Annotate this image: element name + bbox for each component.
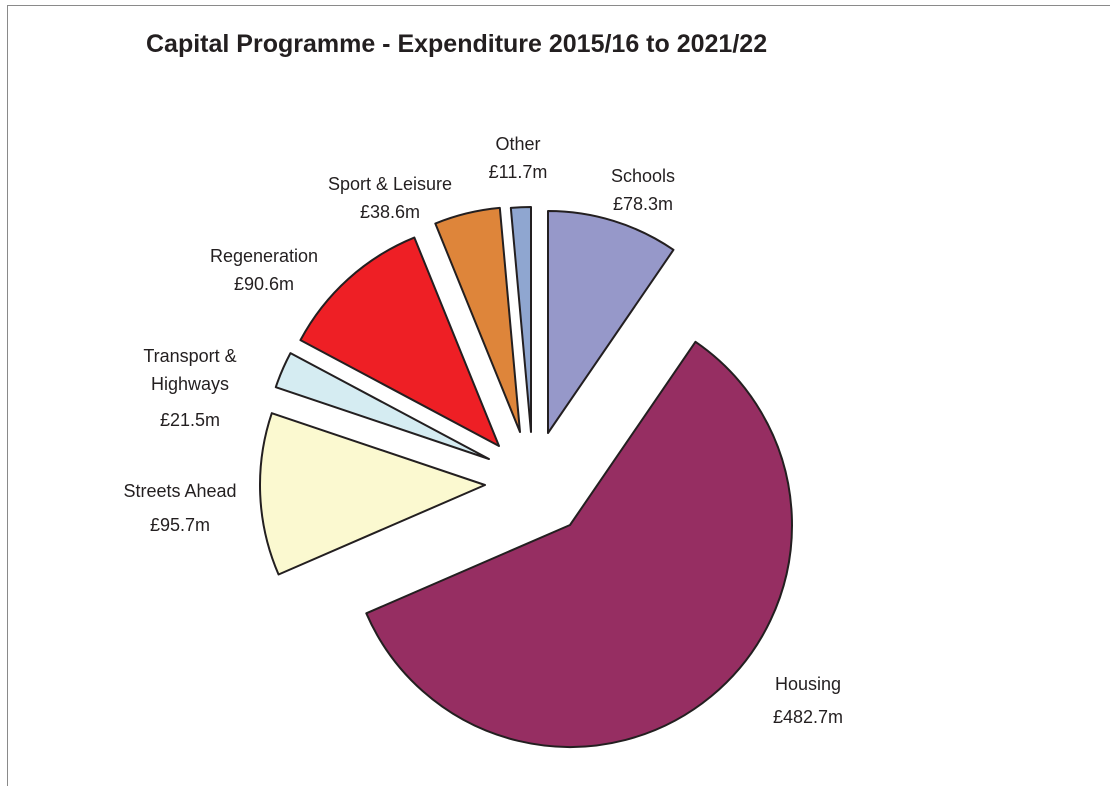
slice-name-label: Regeneration — [210, 246, 318, 266]
slice-label-regeneration: Regeneration £90.6m — [210, 246, 318, 294]
slice-value-label: £11.7m — [489, 162, 548, 182]
slice-value-label: £95.7m — [150, 515, 210, 535]
pie-labels: Housing £482.7m Streets Ahead £95.7m Transpo… — [123, 134, 843, 727]
slice-label-streets-ahead: Streets Ahead £95.7m — [123, 481, 236, 535]
chart-frame — [7, 5, 1110, 786]
chart-title: Capital Programme - Expenditure 2015/16 … — [146, 30, 768, 58]
slice-value-label: £78.3m — [613, 194, 673, 214]
pie-slices — [259, 206, 793, 748]
slice-name-label: Sport & Leisure — [328, 174, 452, 194]
slice-streets-ahead — [259, 412, 486, 576]
slice-regeneration — [299, 236, 500, 447]
slice-label-schools: Schools £78.3m — [611, 166, 675, 214]
slice-name-label: Transport & — [143, 346, 236, 366]
slice-label-housing: Housing £482.7m — [773, 674, 843, 727]
slice-name-label: Streets Ahead — [123, 481, 236, 501]
slice-housing — [365, 340, 793, 748]
slice-value-label: £38.6m — [360, 202, 420, 222]
slice-label-transport-and-highways: Transport & Highways £21.5m — [143, 346, 236, 430]
slice-other — [509, 206, 532, 433]
slice-label-sport-and-leisure: Sport & Leisure £38.6m — [328, 174, 452, 222]
slice-name-label: Housing — [775, 674, 841, 694]
slice-value-label: £90.6m — [234, 274, 294, 294]
slice-name-label: Schools — [611, 166, 675, 186]
slice-transport-and-highways — [274, 352, 490, 460]
slice-schools — [547, 210, 675, 434]
slice-label-other: Other £11.7m — [489, 134, 548, 182]
slice-sport-and-leisure — [434, 206, 521, 433]
slice-name-label: Other — [495, 134, 540, 154]
slice-name-label: Highways — [151, 374, 229, 394]
slice-value-label: £21.5m — [160, 410, 220, 430]
slice-value-label: £482.7m — [773, 707, 843, 727]
